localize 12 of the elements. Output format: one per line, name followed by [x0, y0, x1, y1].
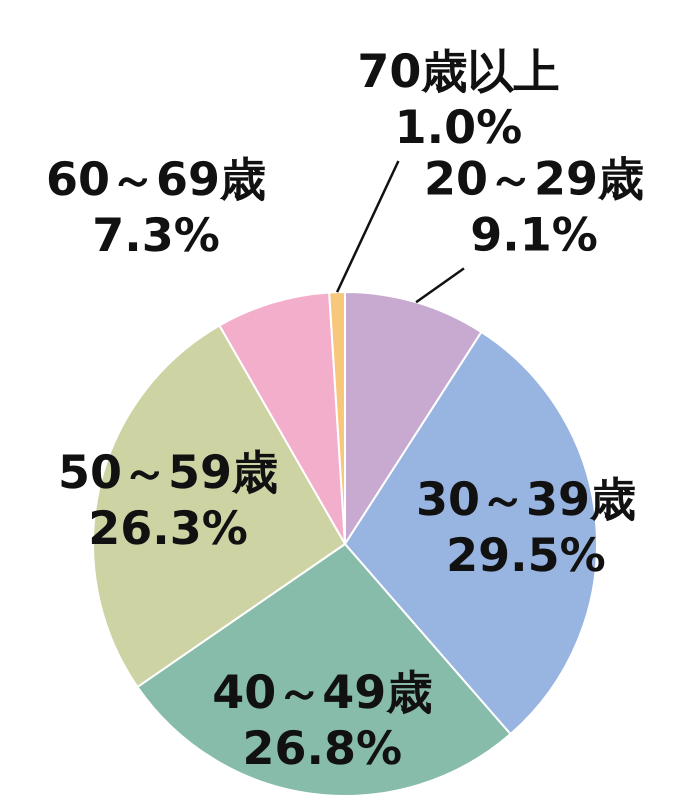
- data-label: 9.1%: [470, 207, 598, 262]
- slice-label: 70歳以上: [357, 44, 560, 98]
- data-label: 26.3%: [88, 500, 248, 555]
- data-label: 1.0%: [394, 100, 522, 154]
- slice-label: 50～59歳: [58, 444, 278, 499]
- slice-label: 40～49歳: [212, 664, 432, 719]
- slice-label: 60～69歳: [46, 152, 266, 206]
- data-label: 26.8%: [242, 720, 402, 775]
- data-label: 29.5%: [446, 528, 606, 582]
- data-label: 7.3%: [92, 208, 220, 262]
- slice-label: 20～29歳: [424, 151, 644, 206]
- slice-label: 30～39歳: [416, 472, 636, 526]
